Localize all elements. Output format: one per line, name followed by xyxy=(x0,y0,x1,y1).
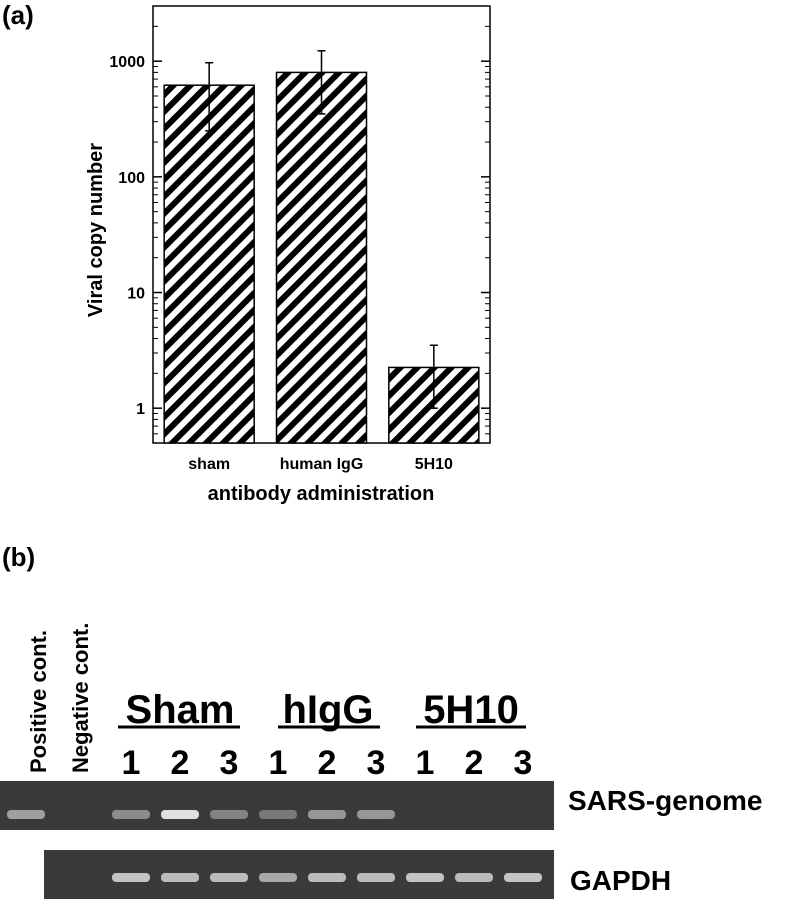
lane-number: 3 xyxy=(367,744,386,782)
gel-band xyxy=(210,873,248,882)
gel-band xyxy=(357,873,395,882)
x-category-label: 5H10 xyxy=(415,456,453,473)
gel-row-label-sars: SARS-genome xyxy=(568,785,762,816)
x-axis-title: antibody administration xyxy=(208,483,435,505)
lane-number: 2 xyxy=(171,744,190,782)
y-tick-label: 1000 xyxy=(109,54,145,71)
gel-band xyxy=(406,873,444,882)
y-tick-label: 10 xyxy=(127,286,145,303)
gel-band xyxy=(161,873,199,882)
panel-b-label: (b) xyxy=(2,542,35,572)
gel-row-label-gapdh: GAPDH xyxy=(570,865,671,896)
group-label-5h10: 5H10 xyxy=(423,688,519,732)
lane-number: 3 xyxy=(220,744,239,782)
gel-image-sars xyxy=(0,781,554,830)
y-tick-label: 1 xyxy=(136,401,145,418)
lane-number: 3 xyxy=(514,744,533,782)
gel-band xyxy=(161,810,199,819)
major-ticks: 1 10 100 1000 xyxy=(109,54,490,418)
gel-bands-sars xyxy=(7,810,395,819)
gel-band xyxy=(455,873,493,882)
error-bars xyxy=(205,50,438,409)
lane-number: 1 xyxy=(122,744,141,782)
gel-band xyxy=(112,873,150,882)
gel-panel: Positive cont. Negative cont. Sham hIgG … xyxy=(0,623,762,899)
bar xyxy=(275,71,368,444)
gel-band xyxy=(504,873,542,882)
lane-number: 1 xyxy=(416,744,435,782)
gel-band xyxy=(357,810,395,819)
bar xyxy=(163,84,255,444)
gel-band xyxy=(210,810,248,819)
gel-bands-gapdh xyxy=(112,873,542,882)
gel-band xyxy=(7,810,45,819)
minor-ticks xyxy=(153,5,490,444)
y-axis-title: Viral copy number xyxy=(85,143,107,317)
bar-chart: 1 10 100 1000 sham human IgG 5H10 antibody ad… xyxy=(85,5,491,505)
gel-band xyxy=(308,873,346,882)
gel-band xyxy=(259,873,297,882)
x-category-label: human IgG xyxy=(280,456,364,473)
positive-control-label: Positive cont. xyxy=(26,630,51,773)
gel-band xyxy=(259,810,297,819)
group-label-sham: Sham xyxy=(126,688,235,732)
gel-band xyxy=(308,810,346,819)
x-category-label: sham xyxy=(188,456,230,473)
group-label-higg: hIgG xyxy=(282,688,373,732)
gel-band xyxy=(112,810,150,819)
bars xyxy=(163,71,480,444)
lane-number: 2 xyxy=(465,744,484,782)
panel-a-label: (a) xyxy=(2,0,34,30)
category-labels: sham human IgG 5H10 xyxy=(188,456,453,473)
lane-number: 1 xyxy=(269,744,288,782)
y-tick-label: 100 xyxy=(118,170,145,187)
negative-control-label: Negative cont. xyxy=(68,623,93,773)
lane-number: 2 xyxy=(318,744,337,782)
